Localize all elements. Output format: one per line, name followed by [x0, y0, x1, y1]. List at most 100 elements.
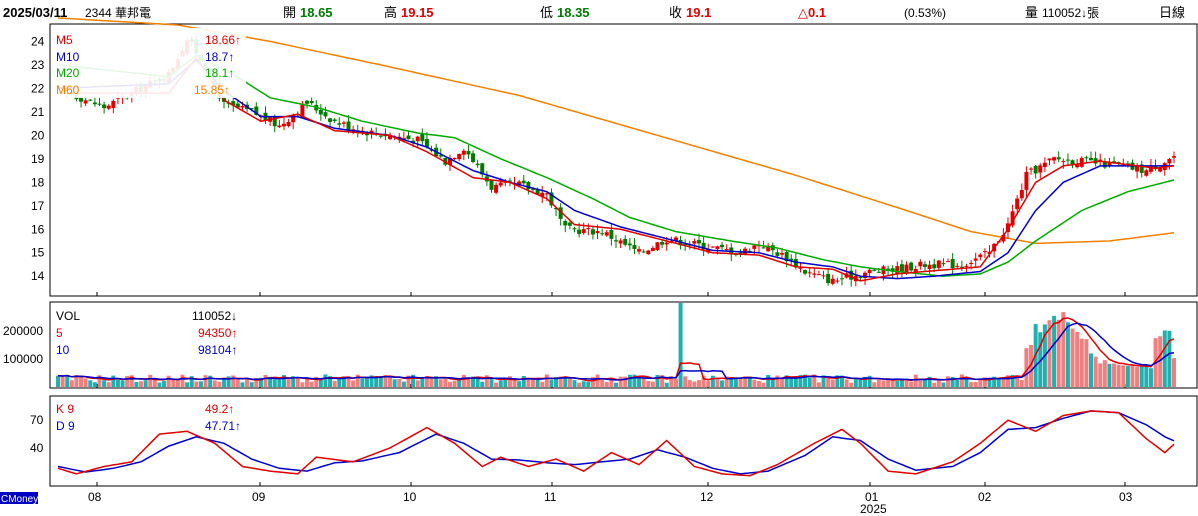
candle-body: [1172, 156, 1176, 158]
volume-bar: [134, 381, 139, 387]
candle-body: [1148, 165, 1153, 172]
candle-body: [471, 153, 476, 162]
candle-body: [890, 268, 895, 272]
volume-bar: [346, 375, 351, 387]
volume-bar: [724, 376, 729, 387]
volume-bar: [92, 382, 97, 387]
candle-body: [1084, 157, 1089, 159]
price-y-tick: 14: [31, 269, 45, 283]
volume-bar: [111, 375, 116, 387]
candle-body: [600, 233, 605, 235]
candle-body: [724, 249, 729, 251]
volume-bar: [1093, 356, 1098, 387]
candle-body: [1029, 168, 1034, 170]
volume-bar: [849, 382, 854, 387]
volume-bar: [572, 380, 577, 387]
volume-bar: [1088, 353, 1093, 387]
volume-bar: [595, 374, 600, 387]
candle-body: [318, 109, 323, 115]
watermark-bg: [0, 492, 38, 504]
candle-body: [277, 125, 282, 128]
candle-body: [973, 258, 978, 261]
volume-bar: [447, 381, 452, 387]
candle-body: [899, 264, 904, 273]
candle-body: [946, 261, 951, 263]
candle-body: [775, 252, 780, 256]
volume-bar: [401, 381, 406, 387]
volume-bar: [530, 377, 535, 387]
volume-bar: [65, 374, 70, 387]
volume-bar: [328, 376, 333, 387]
candle-body: [655, 242, 660, 251]
volume-bar: [544, 374, 549, 387]
candle-body: [849, 270, 854, 280]
volume-bar: [1158, 336, 1163, 387]
legend-m5-name: M5: [56, 33, 73, 47]
volume-y-axis: 100000 200000: [3, 324, 43, 366]
volume-bar: [637, 378, 642, 387]
candle-body: [1038, 165, 1043, 173]
volume-bar: [185, 382, 190, 387]
volume-bar: [600, 378, 605, 387]
candle-body: [1005, 223, 1010, 233]
x-tick-01: 01: [865, 490, 879, 504]
candle-body: [863, 272, 868, 278]
candle-body: [650, 247, 655, 251]
volume-bar: [318, 380, 323, 387]
candle-body: [411, 140, 416, 144]
candle-body: [1015, 198, 1020, 210]
volume-bar: [420, 378, 425, 387]
header-high: 19.15: [401, 5, 434, 20]
candle-body: [517, 181, 522, 186]
candle-body: [1042, 162, 1047, 168]
volume-bar: [521, 375, 526, 387]
candle-body: [922, 264, 927, 267]
candle-body: [447, 158, 452, 165]
candle-body: [876, 271, 881, 273]
header-bar: 2025/03/11 2344 華邦電 開 18.65 高 19.15 低 18…: [3, 5, 1185, 20]
volume-bar: [411, 374, 416, 387]
volume-bar: [660, 375, 665, 387]
volume-ma-lines: [57, 317, 1175, 382]
candle-body: [240, 106, 245, 108]
candle-body: [895, 266, 900, 275]
header-close-label: 收: [669, 5, 682, 20]
candle-body: [249, 108, 254, 110]
candle-body: [821, 275, 826, 277]
legend-m60-value: 15.85↑: [194, 83, 230, 97]
volume-bar: [341, 376, 346, 387]
candle-body: [346, 121, 351, 130]
volume-bar: [189, 376, 194, 387]
volume-bar: [397, 378, 402, 387]
volume-bar: [623, 376, 628, 387]
legend-vol5-name: 5: [56, 326, 63, 340]
candle-body: [291, 115, 296, 123]
candle-body: [309, 100, 314, 104]
volume-bar: [1052, 315, 1057, 387]
volume-bar: [826, 378, 831, 387]
legend-vol5-value: 94350↑: [198, 326, 237, 340]
candle-body: [752, 245, 757, 249]
volume-bar: [876, 379, 881, 387]
volume-bar: [102, 380, 107, 387]
candle-body: [457, 153, 462, 160]
volume-bar: [904, 380, 909, 387]
candle-body: [286, 121, 291, 127]
volume-bar: [789, 376, 794, 387]
price-y-tick: 16: [31, 222, 45, 236]
header-volume-label: 量: [1025, 5, 1038, 20]
candle-body: [807, 272, 812, 274]
volume-bar: [987, 378, 992, 387]
volume-bar: [609, 379, 614, 387]
candle-body: [438, 155, 443, 157]
volume-bar: [581, 381, 586, 387]
candle-body: [1001, 234, 1006, 242]
volume-bar: [1005, 375, 1010, 387]
candle-body: [904, 264, 909, 274]
volume-bar: [457, 379, 462, 387]
candle-body: [567, 222, 572, 226]
volume-bar: [872, 382, 877, 387]
volume-bar: [369, 375, 374, 387]
candle-body: [572, 228, 577, 230]
volume-bar: [577, 382, 582, 387]
